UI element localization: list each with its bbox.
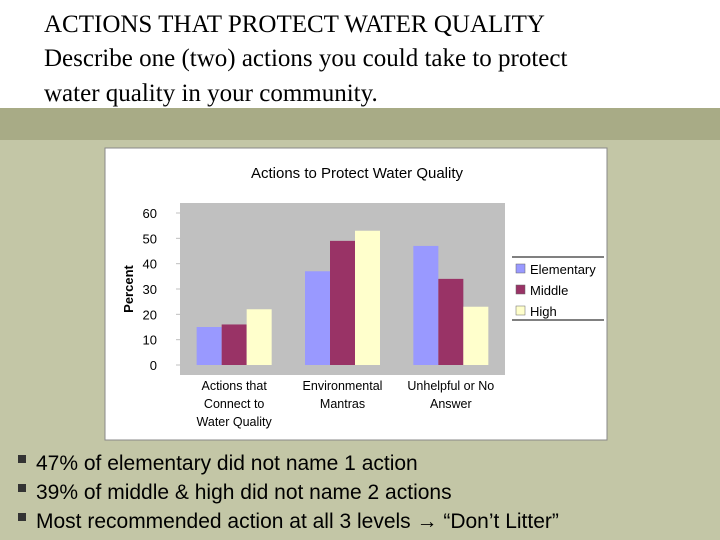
- bullet-marker: [18, 455, 26, 463]
- y-tick-label: 10: [143, 333, 157, 348]
- y-tick-label: 60: [143, 206, 157, 221]
- bar: [221, 324, 247, 365]
- bar: [413, 245, 439, 365]
- bullet-marker: [18, 513, 26, 521]
- x-tick-label: Actions that Connect to Water Quality: [197, 379, 273, 429]
- bullet-marker: [18, 484, 26, 492]
- y-tick-label: 20: [143, 307, 157, 322]
- y-tick-label: 0: [150, 358, 157, 373]
- legend-swatch: [515, 284, 526, 295]
- bar: [246, 309, 272, 365]
- legend-label: Middle: [530, 283, 568, 298]
- bar: [355, 230, 380, 365]
- header-band: [0, 108, 720, 140]
- slide-subtitle: Describe one (two) actions you could tak…: [44, 45, 567, 107]
- header-area: [0, 0, 720, 108]
- slide-title: ACTIONS THAT PROTECT WATER QUALITY: [44, 11, 545, 38]
- bar: [196, 327, 222, 365]
- x-tick-label: Unhelpful or No Answer: [407, 379, 494, 411]
- y-tick-label: 50: [143, 231, 157, 246]
- bar: [463, 306, 489, 365]
- legend-label: High: [530, 304, 557, 319]
- bar: [330, 240, 355, 365]
- legend-swatch: [515, 305, 526, 316]
- chart-title: Actions to Protect Water Quality: [251, 165, 464, 182]
- y-tick-label: 30: [143, 282, 157, 297]
- bar: [438, 278, 464, 365]
- bar: [305, 271, 330, 365]
- legend-label: Elementary: [530, 262, 596, 277]
- bullet-text: Most recommended action at all 3 levels …: [36, 510, 559, 533]
- x-tick-label: Environmental Mantras: [303, 379, 383, 411]
- bullet-text: 47% of elementary did not name 1 action: [36, 452, 418, 475]
- legend-swatch: [515, 263, 526, 274]
- y-tick-label: 40: [143, 257, 157, 272]
- bullet-text: 39% of middle & high did not name 2 acti…: [36, 481, 452, 504]
- y-axis-label: Percent: [121, 264, 136, 312]
